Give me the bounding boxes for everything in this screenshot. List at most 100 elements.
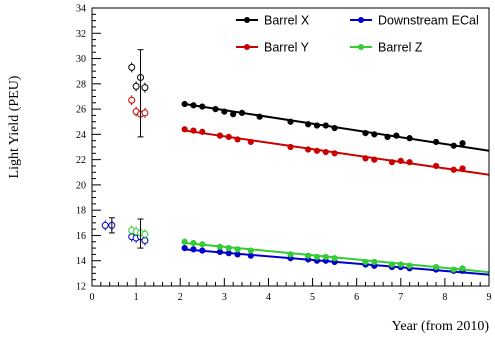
- data-point: [181, 238, 188, 245]
- data-point: [234, 136, 241, 143]
- x-tick-label: 4: [266, 292, 271, 303]
- x-tick-label: 0: [90, 292, 95, 303]
- data-point: [190, 239, 197, 247]
- legend-marker: [358, 17, 364, 23]
- data-point: [234, 246, 241, 253]
- data-point: [305, 252, 312, 259]
- series-barrel-x: [128, 62, 490, 152]
- data-point: [225, 133, 232, 140]
- data-point: [432, 138, 440, 146]
- data-point: [190, 102, 197, 109]
- legend-item: Downstream ECal: [350, 14, 479, 28]
- data-point: [199, 241, 206, 248]
- data-point: [287, 143, 294, 151]
- legend-label: Downstream ECal: [378, 14, 479, 28]
- y-tick-label: 30: [76, 54, 86, 65]
- x-tick-label: 5: [310, 292, 315, 303]
- y-tick-label: 22: [76, 155, 86, 166]
- data-point: [190, 246, 197, 253]
- data-point: [331, 124, 338, 132]
- x-tick-label: 2: [178, 292, 183, 303]
- x-tick-label: 8: [442, 292, 447, 303]
- data-point: [305, 146, 312, 153]
- x-tick-label: 3: [222, 292, 227, 303]
- y-tick-label: 14: [76, 256, 86, 267]
- data-point: [225, 244, 232, 252]
- data-point: [221, 108, 228, 115]
- data-point: [216, 243, 224, 250]
- legend-label: Barrel Z: [378, 41, 423, 55]
- data-point: [247, 252, 254, 259]
- data-point: [230, 111, 237, 118]
- data-point: [371, 258, 378, 266]
- data-point: [287, 118, 294, 125]
- data-point: [190, 127, 197, 134]
- legend-item: Barrel Z: [350, 41, 423, 55]
- series-barrel-z: [128, 225, 490, 274]
- open-data-point: [141, 84, 149, 92]
- data-point: [388, 261, 396, 268]
- y-tick-label: 12: [76, 282, 86, 293]
- legend-marker: [244, 17, 250, 23]
- open-data-point: [101, 221, 109, 229]
- open-data-point: [132, 82, 140, 90]
- data-point: [181, 100, 188, 108]
- legend-marker: [358, 44, 364, 50]
- data-point: [322, 148, 329, 156]
- data-point: [181, 126, 188, 133]
- y-tick-label: 28: [76, 79, 86, 90]
- data-point: [388, 159, 396, 166]
- data-point: [234, 251, 241, 258]
- data-point: [371, 131, 378, 138]
- y-axis-title: Light Yield (PEU): [7, 75, 22, 178]
- data-point: [397, 157, 404, 164]
- data-point: [406, 262, 413, 269]
- legend: Barrel X Downstream ECal Barrel Y Barrel Z: [236, 14, 479, 55]
- data-point: [450, 142, 457, 149]
- data-point: [247, 138, 254, 146]
- legend-item: Barrel X: [236, 14, 310, 28]
- data-point: [322, 253, 329, 261]
- data-point: [331, 255, 338, 262]
- data-point: [459, 140, 466, 147]
- x-tick-label: 1: [134, 292, 139, 303]
- data-point: [212, 105, 219, 113]
- series-layer: [101, 49, 490, 276]
- y-tick-label: 18: [76, 206, 86, 217]
- data-point: [406, 135, 413, 142]
- data-point: [432, 263, 440, 271]
- data-point: [313, 147, 321, 154]
- data-point: [247, 247, 254, 254]
- data-point: [397, 261, 404, 268]
- open-data-point: [128, 96, 136, 104]
- data-point: [238, 109, 246, 116]
- data-point: [216, 248, 224, 255]
- data-point: [362, 130, 369, 137]
- data-point: [459, 265, 466, 272]
- x-tick-label: 9: [487, 292, 492, 303]
- data-point: [362, 155, 369, 162]
- data-point: [305, 121, 312, 128]
- data-point: [331, 150, 338, 157]
- data-point: [393, 132, 400, 139]
- series-barrel-y: [128, 95, 490, 176]
- x-axis-title: Year (from 2010): [392, 319, 490, 334]
- data-point: [384, 133, 391, 140]
- data-point: [450, 266, 457, 273]
- y-tick-label: 16: [76, 231, 86, 242]
- data-point: [459, 165, 466, 172]
- data-point: [181, 244, 188, 252]
- legend-label: Barrel Y: [264, 41, 310, 55]
- data-point: [256, 113, 263, 120]
- data-point: [371, 156, 378, 163]
- legend-marker: [244, 44, 250, 50]
- y-tick-label: 26: [76, 105, 86, 116]
- data-point: [322, 122, 329, 129]
- y-tick-label: 34: [76, 4, 86, 15]
- data-point: [199, 128, 206, 135]
- data-point: [199, 103, 206, 110]
- y-tick-label: 24: [76, 130, 86, 141]
- data-point: [216, 132, 224, 139]
